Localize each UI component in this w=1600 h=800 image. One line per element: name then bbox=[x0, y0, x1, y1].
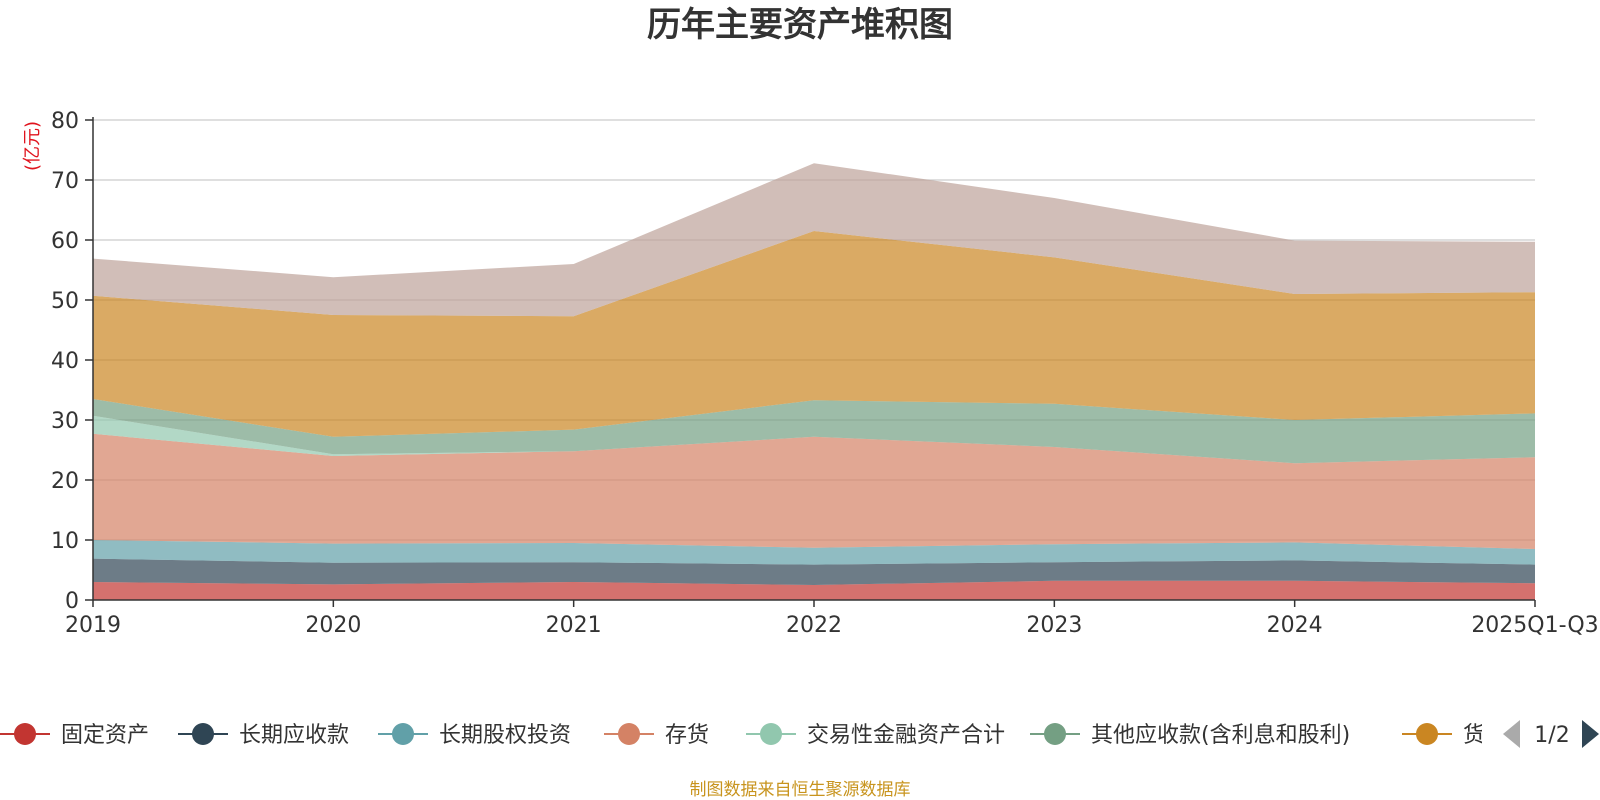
area-series-1[interactable] bbox=[93, 558, 1535, 585]
legend-item[interactable]: 固定资产 bbox=[0, 723, 149, 748]
legend-label: 存货 bbox=[665, 723, 709, 748]
area-series-2[interactable] bbox=[93, 540, 1535, 565]
legend-marker-icon bbox=[1044, 723, 1066, 745]
legend-marker-icon bbox=[192, 723, 214, 745]
legend-next-icon[interactable] bbox=[1582, 720, 1599, 748]
legend-page-indicator: 1/2 bbox=[1534, 723, 1569, 748]
y-tick-label: 80 bbox=[51, 109, 79, 134]
legend-label: 货币资金 bbox=[1463, 723, 1551, 748]
legend-item[interactable]: 其他应收款(含利息和股利) bbox=[1030, 723, 1350, 748]
y-tick-label: 40 bbox=[51, 349, 79, 374]
source-note: 制图数据来自恒生聚源数据库 bbox=[690, 780, 911, 800]
x-tick-label: 2020 bbox=[305, 613, 361, 638]
legend-label: 其他应收款(含利息和股利) bbox=[1091, 723, 1350, 748]
area-series-7[interactable] bbox=[93, 163, 1535, 317]
y-tick-label: 30 bbox=[51, 409, 79, 434]
y-axis-unit: (亿元) bbox=[22, 121, 43, 171]
area-series-5[interactable] bbox=[93, 399, 1535, 464]
legend-item[interactable]: 货币资金 bbox=[1402, 723, 1551, 748]
x-tick-label: 2021 bbox=[546, 613, 602, 638]
y-tick-label: 50 bbox=[51, 289, 79, 314]
chart-title: 历年主要资产堆积图 bbox=[647, 5, 953, 45]
legend-marker-icon bbox=[1416, 723, 1438, 745]
area-series-3[interactable] bbox=[93, 433, 1535, 549]
legend-label: 固定资产 bbox=[61, 723, 149, 748]
y-tick-label: 70 bbox=[51, 169, 79, 194]
legend-item[interactable]: 交易性金融资产合计 bbox=[746, 723, 1005, 748]
y-tick-label: 0 bbox=[65, 589, 79, 614]
legend-pager: 1/2 bbox=[1503, 720, 1599, 748]
area-series-6[interactable] bbox=[93, 231, 1535, 437]
y-tick-label: 20 bbox=[51, 469, 79, 494]
y-tick-label: 60 bbox=[51, 229, 79, 254]
legend-item[interactable]: 存货 bbox=[604, 723, 709, 748]
legend-marker-icon bbox=[760, 723, 782, 745]
area-series-0[interactable] bbox=[93, 580, 1535, 600]
legend-item[interactable]: 长期股权投资 bbox=[378, 723, 571, 748]
x-tick-label: 2023 bbox=[1026, 613, 1082, 638]
legend-marker-icon bbox=[392, 723, 414, 745]
y-tick-label: 10 bbox=[51, 529, 79, 554]
axes: 0 10 20 30 40 50 60 70 80 2019 2020 2021 2022 2023 202… bbox=[51, 109, 1599, 638]
legend-prev-icon[interactable] bbox=[1503, 720, 1520, 748]
series-areas bbox=[93, 163, 1535, 600]
x-tick-label: 2022 bbox=[786, 613, 842, 638]
x-tick-label: 2024 bbox=[1267, 613, 1323, 638]
legend-item[interactable]: 长期应收款 bbox=[178, 723, 349, 748]
legend-items: 固定资产 长期应收款 长期股权投资 存货 交易性金融资产合计 其他应收款(含利息和股利) 货… bbox=[0, 723, 1551, 748]
legend: 固定资产 长期应收款 长期股权投资 存货 交易性金融资产合计 其他应收款(含利息和股利) 货… bbox=[0, 723, 1551, 748]
legend-label: 长期股权投资 bbox=[439, 723, 571, 748]
legend-marker-icon bbox=[618, 723, 640, 745]
x-tick-label: 2025Q1-Q3 bbox=[1471, 613, 1598, 638]
x-tick-label: 2019 bbox=[65, 613, 121, 638]
legend-marker-icon bbox=[14, 723, 36, 745]
legend-label: 交易性金融资产合计 bbox=[807, 723, 1005, 748]
legend-label: 长期应收款 bbox=[239, 723, 349, 748]
